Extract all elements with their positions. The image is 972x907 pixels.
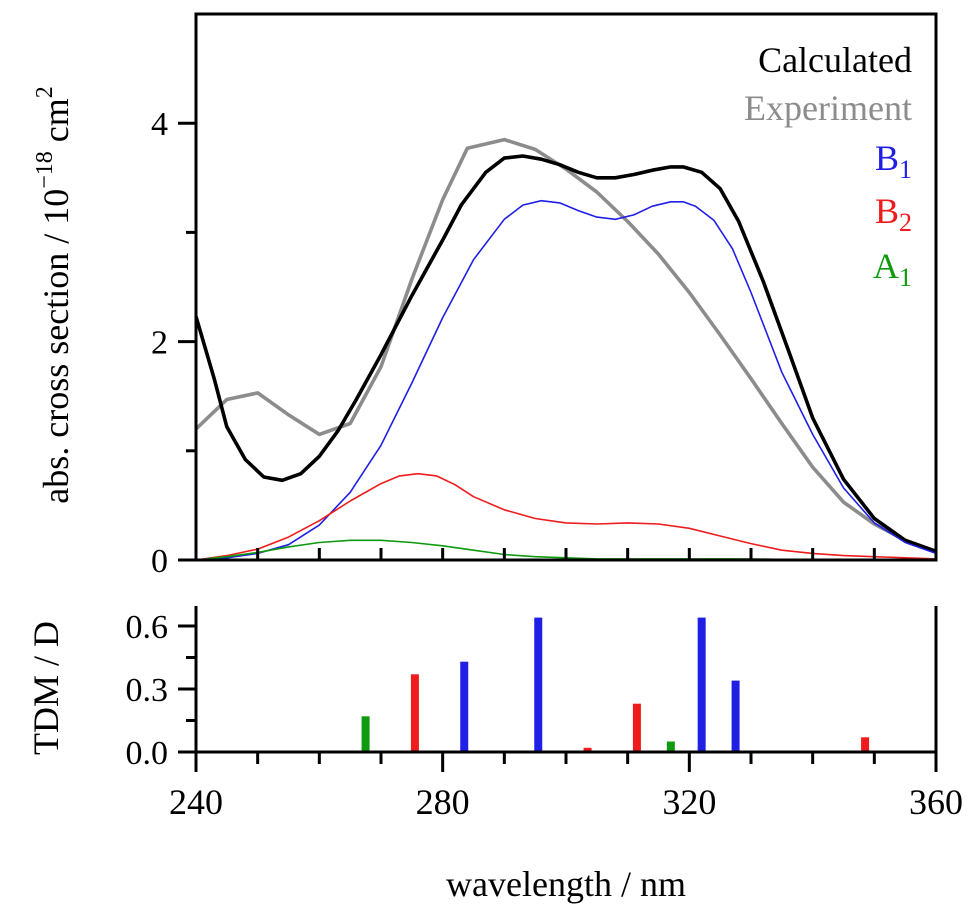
tdm-bar: [410, 674, 419, 752]
bottom-y-tick-label: 0.3: [126, 672, 169, 709]
top-y-ticks: 0 2 4: [151, 106, 196, 580]
tdm-bar: [697, 617, 706, 752]
top-panel: 0 2 4 abs. cross section / 10−18 cm2 Calcu…: [32, 12, 938, 580]
legend-entry: B1: [875, 138, 912, 184]
top-y-tick-label: 2: [151, 325, 168, 362]
top-curves: [194, 137, 937, 561]
x-tick-label: 320: [662, 782, 716, 822]
bottom-y-tick-label: 0.0: [126, 735, 169, 772]
series-line-3: [195, 472, 937, 561]
tdm-bars: [361, 617, 870, 752]
series-line-0: [194, 154, 937, 553]
bottom-y-ticks: 0.0 0.3 0.6: [126, 609, 196, 772]
bottom-y-axis-label: TDM / D: [26, 621, 66, 755]
legend-entry: A1: [873, 246, 912, 292]
bottom-x-ticks: 240 280 320 360: [169, 752, 963, 822]
x-tick-label: 240: [169, 782, 223, 822]
series-line-2: [195, 199, 937, 561]
tdm-bar: [861, 737, 870, 752]
bottom-panel: 0.0 0.3 0.6 240 280 320 360 TDM / D wavelengt…: [26, 606, 963, 904]
top-y-tick-label: 0: [151, 543, 168, 580]
tdm-bar: [632, 703, 641, 752]
x-tick-label: 360: [909, 782, 963, 822]
bottom-y-tick-label: 0.6: [126, 609, 169, 646]
tdm-bar: [666, 741, 675, 752]
top-y-axis-label: abs. cross section / 10−18 cm2: [32, 86, 76, 503]
tdm-bar: [583, 747, 592, 752]
tdm-bar: [361, 716, 370, 752]
x-tick-label: 280: [416, 782, 470, 822]
legend-entry: B2: [875, 191, 912, 237]
tdm-bar: [460, 661, 469, 752]
tdm-bar: [731, 680, 740, 752]
legend: Calculated Experiment B1 B2 A1: [744, 40, 912, 292]
tdm-bar: [534, 617, 543, 752]
top-y-tick-label: 4: [151, 106, 168, 143]
legend-entry: Experiment: [744, 88, 912, 128]
series-line-1: [194, 137, 937, 553]
x-axis-label: wavelength / nm: [446, 864, 686, 904]
legend-entry: Calculated: [758, 40, 912, 80]
top-x-ticks: [256, 548, 876, 560]
